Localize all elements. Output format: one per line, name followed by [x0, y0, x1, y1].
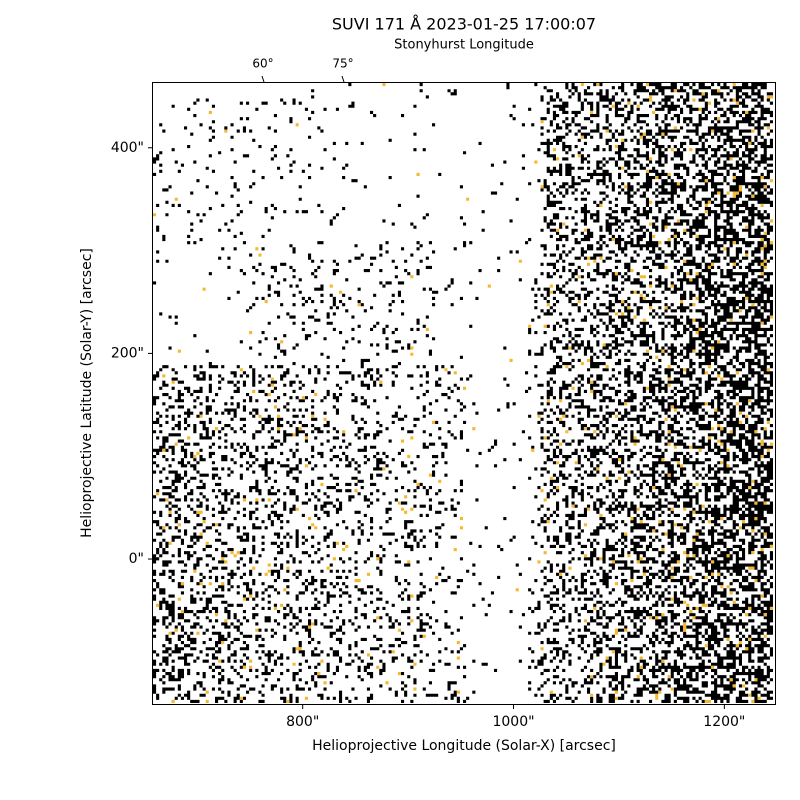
chart-title: SUVI 171 Å 2023-01-25 17:00:07 [332, 15, 596, 34]
y-axis-label: Helioprojective Latitude (Solar-Y) [arcs… [79, 248, 95, 538]
top-tick [261, 75, 265, 83]
y-tick-label: 200" [111, 345, 144, 361]
x-axis-label: Helioprojective Longitude (Solar-X) [arc… [312, 738, 616, 754]
top-tick-label: 75° [332, 57, 353, 71]
y-tick-label: 0" [129, 551, 144, 567]
x-tick-label: 800" [286, 714, 319, 730]
image-dark-pixels [153, 83, 773, 703]
top-axis-label: Stonyhurst Longitude [394, 38, 534, 53]
image [153, 83, 773, 703]
x-tick-label: 1000" [492, 714, 534, 730]
x-tick-label: 1200" [703, 714, 745, 730]
top-tick-label: 60° [252, 57, 273, 71]
y-tick-label: 400" [111, 140, 144, 156]
top-tick [341, 75, 345, 83]
axes-frame [152, 82, 776, 705]
